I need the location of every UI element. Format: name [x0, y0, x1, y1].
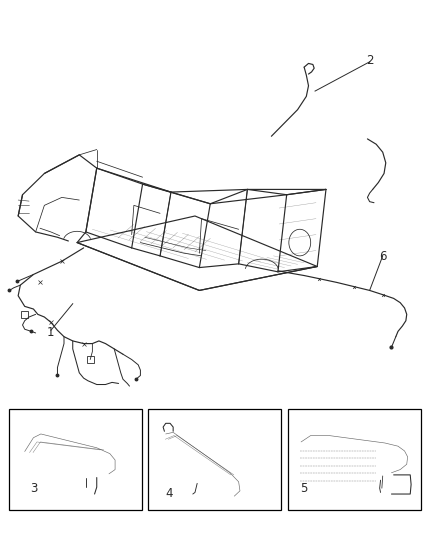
Text: 5: 5: [300, 482, 308, 495]
Bar: [87, 357, 94, 363]
Text: 1: 1: [47, 326, 55, 340]
Text: 3: 3: [30, 482, 37, 495]
Bar: [21, 311, 28, 318]
Text: 6: 6: [379, 251, 386, 263]
Bar: [148, 409, 282, 510]
Text: 4: 4: [165, 487, 173, 500]
Text: 2: 2: [366, 54, 373, 67]
Bar: [9, 409, 142, 510]
Bar: [288, 409, 421, 510]
